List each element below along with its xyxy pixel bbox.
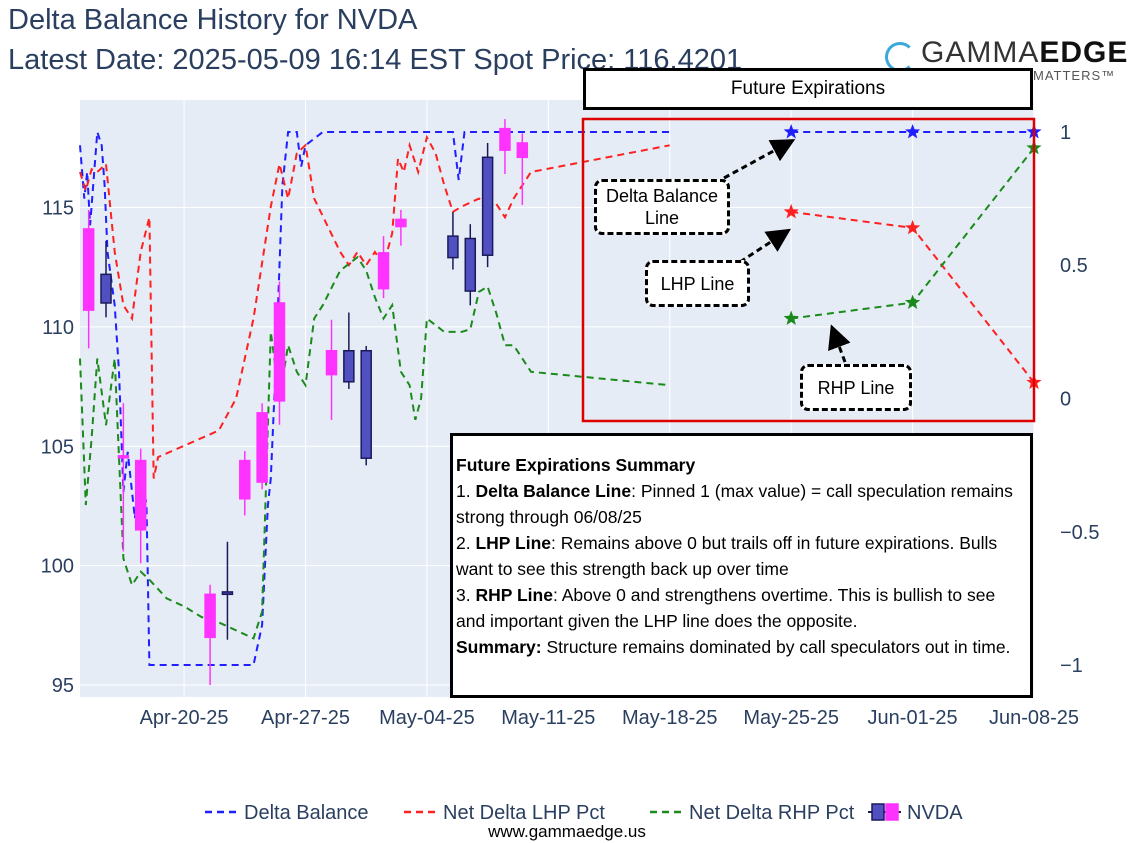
nvda-candle [447,212,459,270]
summary-conclusion: Summary: Structure remains dominated by … [456,637,1011,657]
delta-balance-callout: Delta Balance Line [594,179,730,235]
star-marker [783,203,799,219]
legend-entry: NVDA [868,802,963,824]
candle-body [516,142,529,159]
candle-body [447,235,459,259]
legend-candle-down [871,803,885,821]
candle-body [239,459,251,500]
callout-arrow [828,324,851,363]
y-left-tick-label: 115 [42,197,74,219]
future-expirations-frame [581,117,1036,423]
future-expirations-summary: Future Expirations Summary 1. Delta Bala… [450,433,1033,698]
legend-label: Net Delta LHP Pct [443,802,605,824]
x-tick-label: Apr-20-25 [140,707,229,729]
nvda-candle [239,451,251,516]
nvda-candle [273,281,286,425]
x-tick-label: May-25-25 [743,707,839,729]
candle-body [82,228,95,311]
legend-label: Net Delta RHP Pct [689,802,855,824]
nvda-candle [360,345,372,466]
candle-body [360,349,372,459]
nvda-candle [343,312,355,389]
chart-title: Delta Balance History for NVDA [8,4,418,36]
logo-wordmark: GAMMAEDGE [921,36,1129,69]
summary-item-1: 1. Delta Balance Line: Pinned 1 (max val… [456,481,1013,527]
legend-label: Delta Balance [244,802,369,824]
legend-entry: Net Delta LHP Pct [404,802,605,824]
candle-body [464,237,477,292]
x-tick-label: May-04-25 [379,707,475,729]
nvda-candle [499,119,511,175]
x-tick-label: May-11-25 [501,707,595,729]
candle-body [273,302,286,402]
legend-candle-up [885,803,899,821]
nvda-candle [395,209,407,246]
candle-body [204,593,216,639]
candle-body [256,412,268,483]
axis-ticks: Apr-20-25 Apr-27-25 May-04-25 May-11-25 May-… [41,122,1100,729]
nvda-candle [464,224,477,306]
y-left-tick-label: 95 [52,675,74,697]
star-marker [905,124,921,139]
legend: Delta Balance Net Delta LHP Pct Net Delta … [205,802,963,824]
callout-arrows [723,139,851,363]
summary-item-2: 2. LHP Line: Remains above 0 but trails … [456,533,998,579]
x-tick-label: May-18-25 [622,707,718,729]
candle-body [325,349,338,376]
y-right-tick-label: 0 [1060,389,1071,411]
future-expirations-title: Future Expirations [583,68,1033,110]
y-right-tick-label: −0.5 [1060,522,1099,544]
candle-body [343,349,355,383]
x-tick-label: Apr-27-25 [261,707,350,729]
nvda-candle [516,133,529,206]
candle-body [377,252,390,290]
nvda-candle [325,319,338,420]
y-right-tick-label: −1 [1060,655,1083,677]
y-right-tick-label: 0.5 [1060,255,1088,277]
series-layer [79,119,1042,686]
callout-arrow [739,228,792,264]
legend-entry: Net Delta RHP Pct [650,802,855,824]
lhp-line-callout: LHP Line [645,260,750,307]
nvda-candle [82,209,95,349]
x-tick-label: Jun-08-25 [989,707,1079,729]
y-left-tick-label: 100 [41,556,74,578]
candle-body [221,591,234,596]
footer-url: www.gammaedge.us [488,822,646,841]
summary-heading: Future Expirations Summary [456,455,696,475]
delta-balance-line [79,131,670,666]
nvda-candle [204,584,216,686]
candle-body [481,156,494,256]
star-marker [905,294,921,309]
candle-body [499,127,511,151]
star-marker [783,124,799,139]
callout-arrow [723,139,796,180]
logo-tagline: MATTERS™ [1033,68,1116,83]
candle-body [100,273,112,304]
rhp-line-callout: RHP Line [800,364,912,411]
y-left-tick-label: 110 [42,317,74,339]
y-left-tick-label: 105 [41,436,74,458]
net-delta-lhp-pct-line [79,134,670,479]
nvda-candle [481,142,494,268]
x-tick-label: Jun-01-25 [868,707,958,729]
star-marker [783,310,799,325]
candle-body [134,459,147,531]
nvda-candle [256,403,268,490]
nvda-candle [117,403,130,552]
star-marker [905,219,921,235]
summary-item-3: 3. RHP Line: Above 0 and strengthens ove… [456,585,996,631]
nvda-candle [134,448,147,564]
y-right-tick-label: 1 [1060,122,1071,144]
candle-body [117,455,130,459]
nvda-candle [100,240,112,318]
nvda-candle [221,541,234,640]
legend-label: NVDA [907,802,963,824]
nvda-candle [377,236,390,299]
candle-body [395,218,407,228]
legend-entry: Delta Balance [205,802,369,824]
